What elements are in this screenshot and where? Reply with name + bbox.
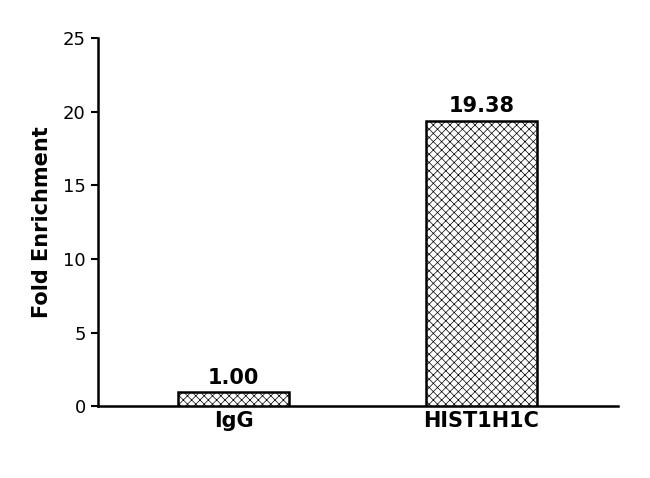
Y-axis label: Fold Enrichment: Fold Enrichment bbox=[32, 126, 51, 318]
Bar bbox=[426, 121, 537, 406]
Bar bbox=[178, 391, 289, 406]
Text: 1.00: 1.00 bbox=[208, 368, 259, 388]
Text: 19.38: 19.38 bbox=[448, 96, 514, 116]
